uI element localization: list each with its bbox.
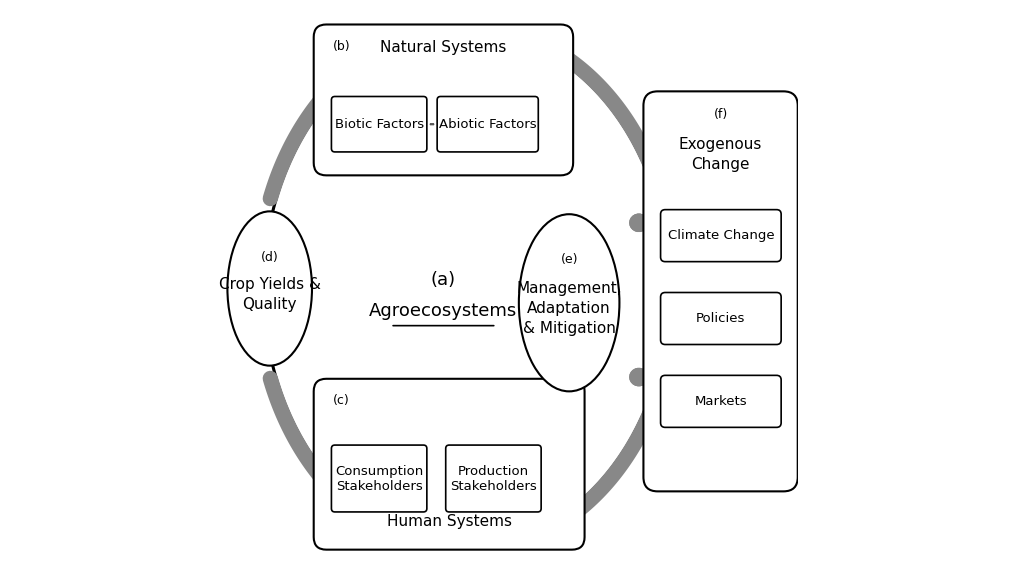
Text: (e): (e) — [560, 253, 578, 267]
Text: Crop Yields &
Quality: Crop Yields & Quality — [219, 277, 321, 312]
Text: (f): (f) — [714, 108, 728, 122]
Text: Climate Change: Climate Change — [668, 229, 774, 242]
Text: Management,
Adaptation
& Mitigation: Management, Adaptation & Mitigation — [516, 281, 622, 336]
Text: (c): (c) — [333, 394, 350, 407]
FancyBboxPatch shape — [313, 24, 573, 175]
Text: Policies: Policies — [696, 312, 745, 325]
FancyBboxPatch shape — [437, 96, 539, 152]
Text: Agroecosystems: Agroecosystems — [370, 302, 517, 320]
FancyBboxPatch shape — [660, 376, 781, 428]
Text: (d): (d) — [261, 250, 279, 264]
Text: Exogenous
Change: Exogenous Change — [679, 137, 762, 172]
FancyBboxPatch shape — [445, 445, 541, 512]
Text: Abiotic Factors: Abiotic Factors — [439, 118, 537, 131]
Text: Consumption
Stakeholders: Consumption Stakeholders — [335, 464, 423, 493]
Ellipse shape — [263, 31, 669, 546]
Ellipse shape — [227, 211, 312, 366]
FancyBboxPatch shape — [313, 379, 585, 550]
FancyBboxPatch shape — [332, 96, 427, 152]
Text: (b): (b) — [333, 40, 351, 53]
Text: Human Systems: Human Systems — [387, 514, 512, 529]
Ellipse shape — [519, 214, 620, 391]
Text: (a): (a) — [431, 271, 456, 289]
FancyBboxPatch shape — [660, 209, 781, 261]
Text: Markets: Markets — [694, 395, 748, 408]
Text: Biotic Factors: Biotic Factors — [335, 118, 424, 131]
Text: Production
Stakeholders: Production Stakeholders — [451, 464, 537, 493]
FancyBboxPatch shape — [660, 293, 781, 344]
Text: Natural Systems: Natural Systems — [380, 40, 507, 55]
FancyBboxPatch shape — [643, 91, 798, 492]
FancyBboxPatch shape — [332, 445, 427, 512]
